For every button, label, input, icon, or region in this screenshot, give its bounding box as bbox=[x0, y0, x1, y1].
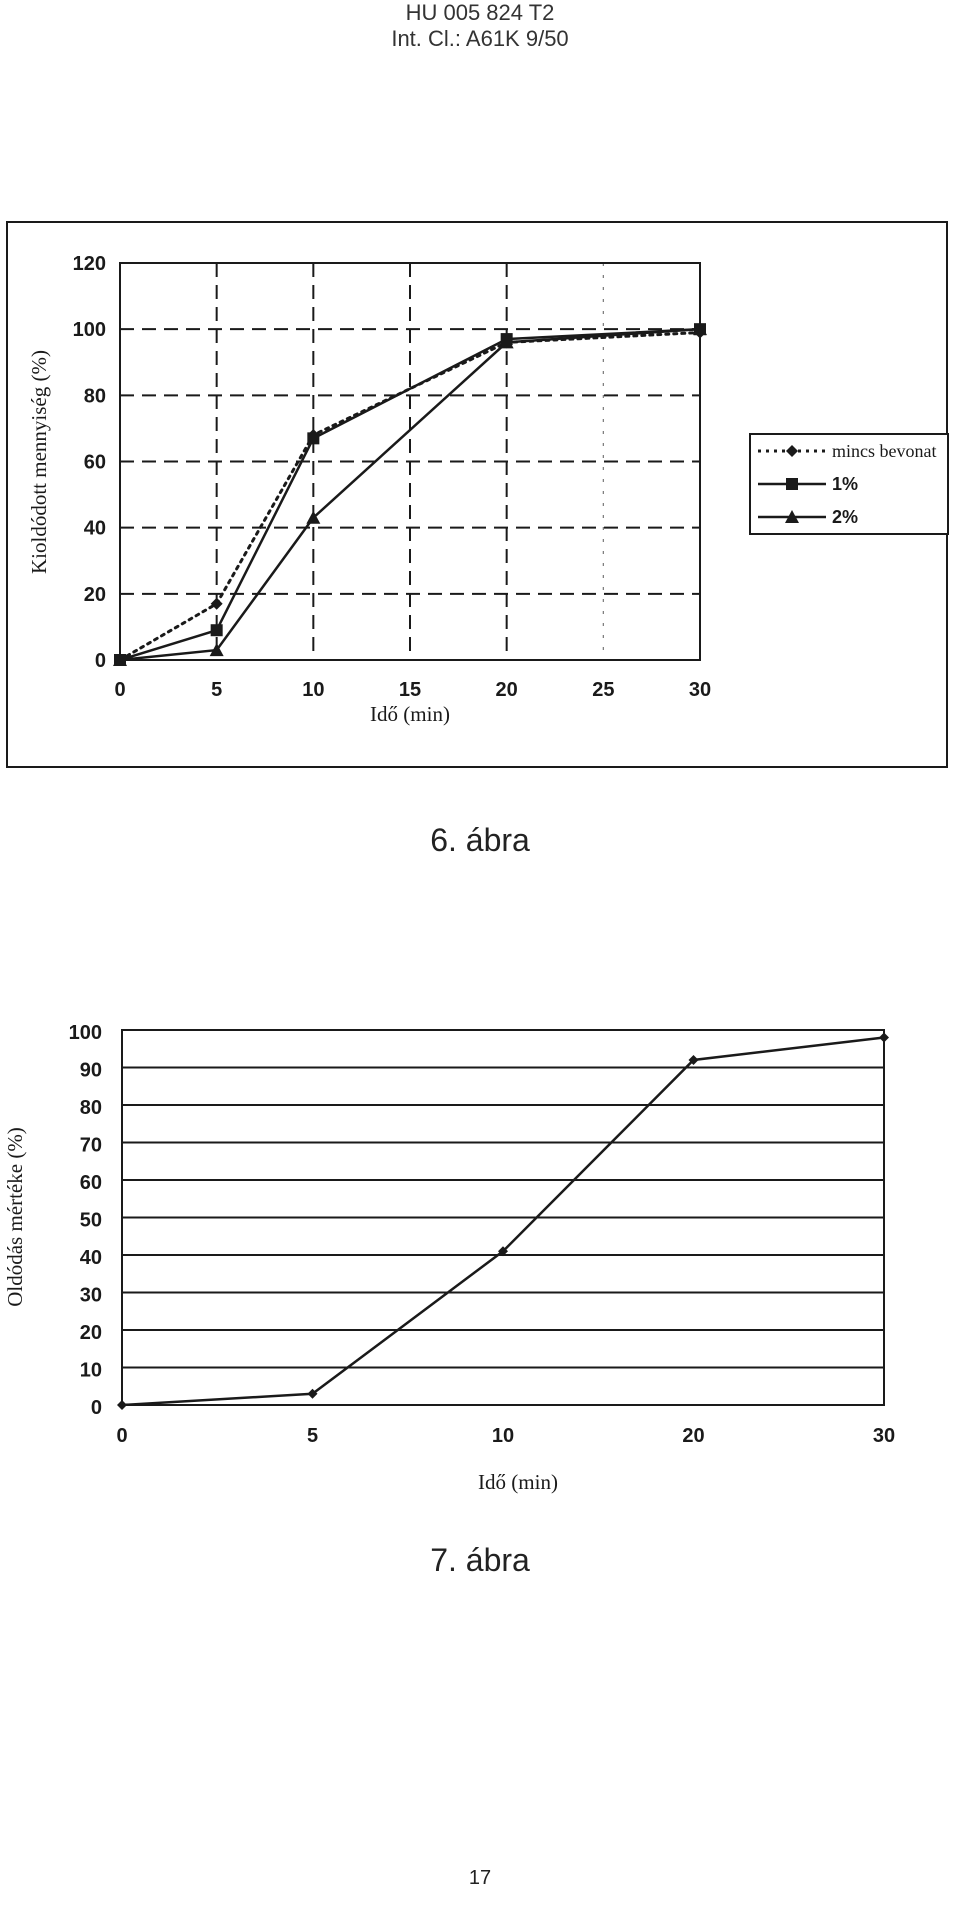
y-tick-label: 120 bbox=[73, 253, 106, 275]
plot-area bbox=[121, 1029, 885, 1406]
grid bbox=[120, 263, 700, 660]
y-tick-labels: 0 20 40 60 80 100 120 bbox=[73, 253, 106, 672]
figure-7-chart: 0 10 20 30 40 50 60 70 80 90 100 0 5 10 20 30 Oldódás … bbox=[3, 1022, 895, 1494]
data-point bbox=[210, 624, 223, 637]
y-tick-label: 30 bbox=[80, 1285, 102, 1307]
data-point bbox=[693, 322, 707, 336]
x-tick-label: 30 bbox=[689, 679, 711, 701]
legend-marker bbox=[786, 445, 798, 457]
x-axis-label: Idő (min) bbox=[478, 1470, 558, 1494]
patent-number: HU 005 824 T2 bbox=[405, 0, 555, 25]
legend: mincs bevonat 1% 2% bbox=[749, 433, 949, 535]
legend-entry: 2% bbox=[832, 507, 858, 527]
data-point bbox=[499, 335, 514, 349]
document-header: HU 005 824 T2 Int. Cl.: A61K 9/50 bbox=[0, 0, 960, 52]
plot-area bbox=[119, 262, 701, 661]
y-tick-label: 100 bbox=[73, 319, 106, 341]
x-tick-label: 0 bbox=[116, 1425, 127, 1447]
y-tick-label: 60 bbox=[84, 452, 106, 474]
x-tick-label: 15 bbox=[399, 679, 421, 701]
y-tick-label: 40 bbox=[84, 518, 106, 540]
y-tick-label: 60 bbox=[80, 1172, 102, 1194]
x-tick-label: 20 bbox=[682, 1425, 704, 1447]
y-tick-label: 80 bbox=[80, 1097, 102, 1119]
data-point bbox=[210, 597, 223, 610]
x-tick-label: 25 bbox=[592, 679, 614, 701]
data-point bbox=[209, 643, 224, 657]
y-tick-label: 0 bbox=[95, 650, 106, 672]
y-tick-label: 40 bbox=[80, 1247, 102, 1269]
y-tick-label: 90 bbox=[80, 1060, 102, 1082]
data-point bbox=[688, 1055, 699, 1065]
y-tick-label: 20 bbox=[84, 584, 106, 606]
y-tick-label: 20 bbox=[80, 1322, 102, 1344]
series-group bbox=[117, 1032, 889, 1410]
data-point bbox=[306, 510, 321, 524]
data-point bbox=[879, 1032, 889, 1043]
y-axis-label: Oldódás mértéke (%) bbox=[3, 1127, 27, 1307]
x-tick-label: 5 bbox=[211, 679, 222, 701]
x-axis-label: Idő (min) bbox=[370, 702, 450, 726]
legend-entry: mincs bevonat bbox=[832, 441, 936, 461]
y-tick-label: 50 bbox=[80, 1210, 102, 1232]
series-group bbox=[113, 322, 707, 666]
x-tick-label: 0 bbox=[114, 679, 125, 701]
y-tick-label: 80 bbox=[84, 385, 106, 407]
figure-6-chart: 0 20 40 60 80 100 120 0 5 10 15 20 25 30 Kioldódott … bbox=[6, 221, 949, 768]
figure-6-caption: 6. ábra bbox=[430, 822, 530, 858]
x-tick-label: 10 bbox=[492, 1425, 514, 1447]
x-tick-labels: 0 5 10 20 30 bbox=[116, 1425, 895, 1447]
x-tick-label: 5 bbox=[307, 1425, 318, 1447]
series-line-1 bbox=[121, 1036, 885, 1407]
data-point bbox=[117, 1400, 127, 1410]
data-point bbox=[498, 1246, 508, 1257]
y-axis-label: Kioldódott mennyiség (%) bbox=[27, 350, 51, 574]
y-tick-label: 100 bbox=[69, 1022, 102, 1044]
legend-entry: 1% bbox=[832, 474, 858, 494]
data-point bbox=[307, 1388, 318, 1399]
figure-7-caption: 7. ábra bbox=[430, 1542, 530, 1578]
x-tick-label: 10 bbox=[302, 679, 324, 701]
y-tick-label: 10 bbox=[80, 1360, 102, 1382]
x-tick-labels: 0 5 10 15 20 25 30 bbox=[114, 679, 711, 701]
y-tick-label: 0 bbox=[91, 1397, 102, 1419]
patent-classification: Int. Cl.: A61K 9/50 bbox=[391, 26, 569, 51]
data-point bbox=[307, 432, 320, 445]
y-tick-labels: 0 10 20 30 40 50 60 70 80 90 100 bbox=[69, 1022, 102, 1419]
x-tick-label: 20 bbox=[496, 679, 518, 701]
legend-marker bbox=[785, 510, 799, 523]
grid bbox=[122, 1066, 884, 1369]
data-point bbox=[113, 653, 127, 666]
x-tick-label: 30 bbox=[873, 1425, 895, 1447]
y-tick-label: 70 bbox=[80, 1135, 102, 1157]
page-number: 17 bbox=[468, 1867, 492, 1889]
legend-marker bbox=[786, 478, 798, 490]
